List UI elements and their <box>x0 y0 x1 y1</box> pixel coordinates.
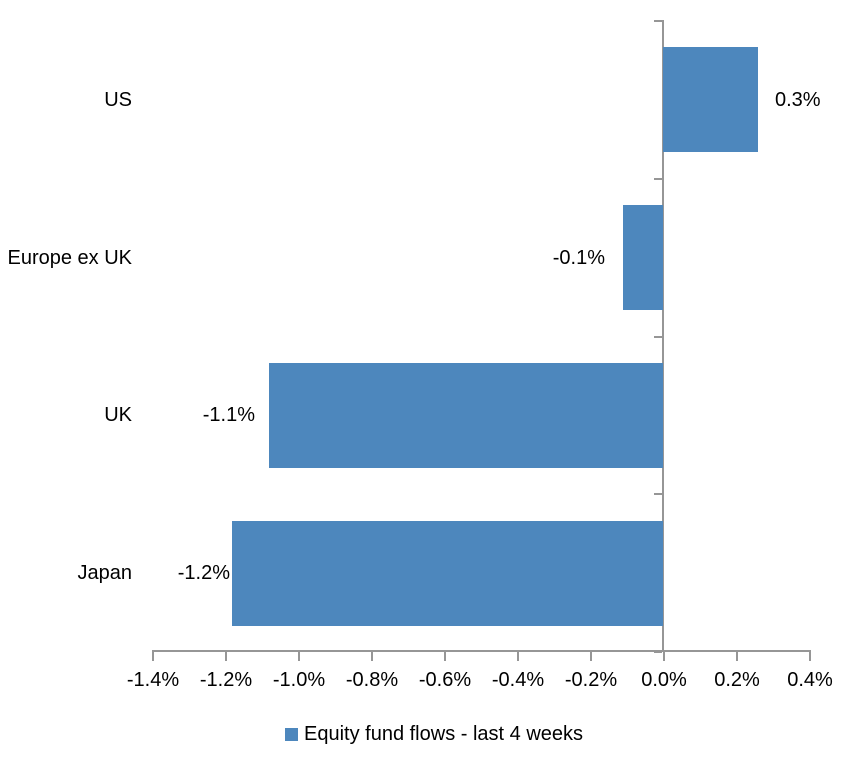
bar-japan <box>232 521 664 626</box>
x-tick-label: 0.4% <box>787 669 833 691</box>
bar-uk <box>268 363 663 468</box>
x-tick <box>663 652 665 661</box>
x-tick-label: -0.4% <box>491 669 545 691</box>
category-label-us: US <box>104 89 132 111</box>
category-tick <box>654 493 662 495</box>
x-tick-label: 0.2% <box>714 669 760 691</box>
x-tick-label: -0.8% <box>345 669 399 691</box>
x-tick <box>590 652 592 661</box>
bar-europe-ex-uk <box>622 205 663 310</box>
x-tick <box>736 652 738 661</box>
category-tick <box>654 651 662 653</box>
x-tick-label: -0.2% <box>564 669 618 691</box>
x-tick <box>225 652 227 661</box>
data-label-uk: -1.1% <box>202 404 255 426</box>
x-tick-label: -1.2% <box>199 669 253 691</box>
bar-us <box>663 47 758 152</box>
category-label-uk: UK <box>104 404 132 426</box>
x-tick <box>809 652 811 661</box>
x-tick <box>298 652 300 661</box>
data-label-us: 0.3% <box>775 89 821 111</box>
category-tick <box>654 178 662 180</box>
category-label-japan: Japan <box>77 562 133 584</box>
x-tick-label: -1.0% <box>272 669 326 691</box>
x-tick-label: -1.4% <box>126 669 180 691</box>
x-tick <box>444 652 446 661</box>
data-label-japan: -1.2% <box>177 562 230 584</box>
category-tick <box>654 20 662 22</box>
x-tick <box>517 652 519 661</box>
category-axis-line <box>662 20 664 652</box>
legend-swatch-icon <box>285 727 298 741</box>
x-tick <box>371 652 373 661</box>
chart-legend: Equity fund flows - last 4 weeks <box>285 722 583 746</box>
legend-label: Equity fund flows - last 4 weeks <box>304 722 584 745</box>
category-tick <box>654 336 662 338</box>
x-tick <box>152 652 154 661</box>
data-label-europe-ex-uk: -0.1% <box>552 247 605 269</box>
x-tick-label: -0.6% <box>418 669 472 691</box>
value-axis-line <box>152 650 811 652</box>
category-label-europe-ex-uk: Europe ex UK <box>7 247 132 269</box>
x-tick-label: 0.0% <box>641 669 687 691</box>
